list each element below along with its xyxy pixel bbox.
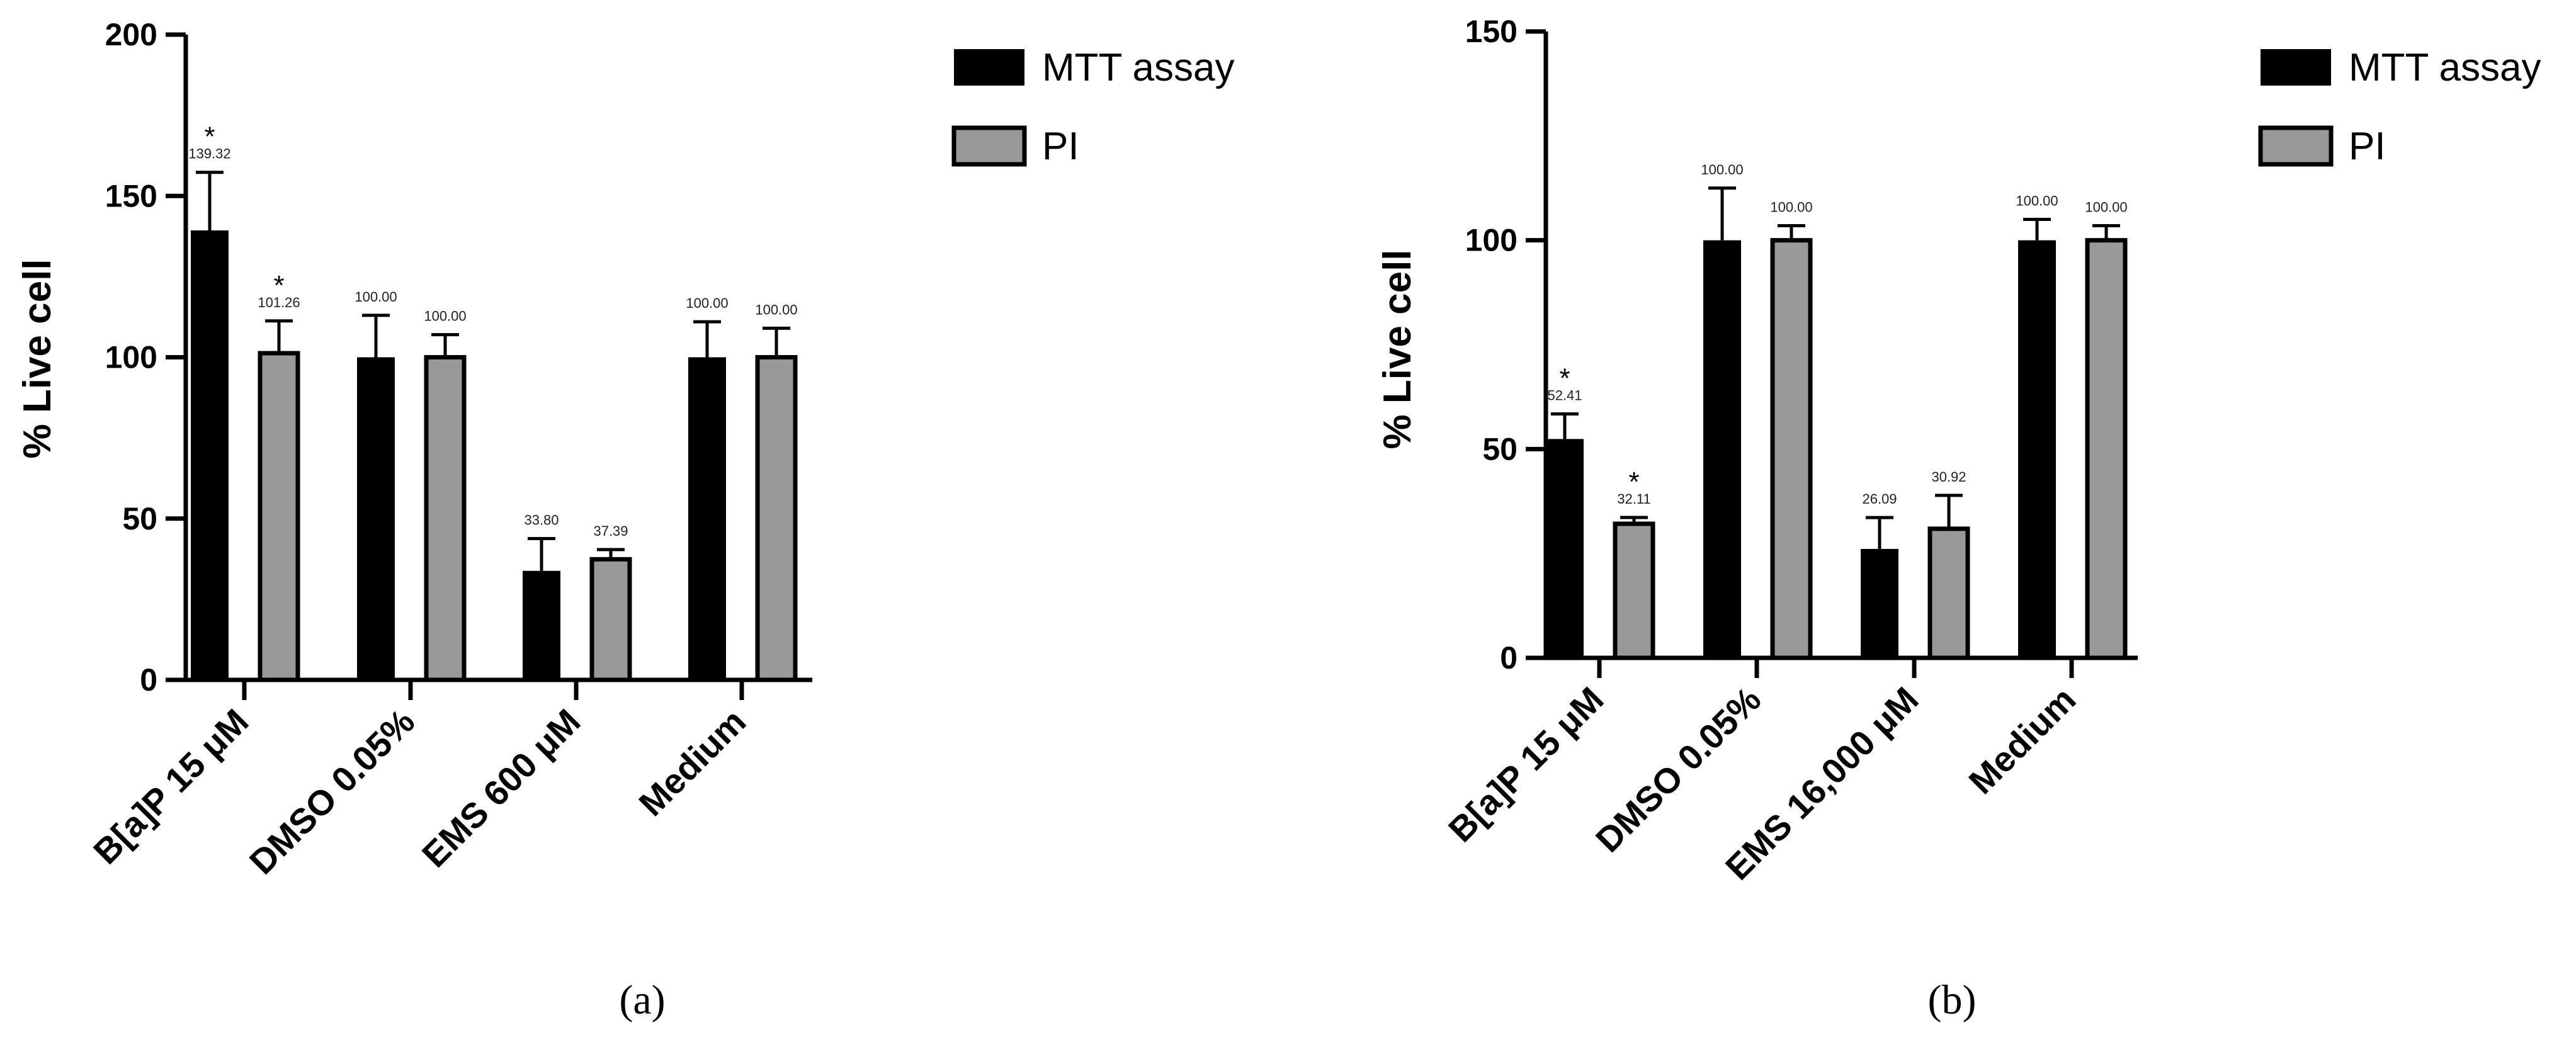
bar-pi	[258, 351, 300, 682]
bar-mtt	[1861, 548, 1898, 658]
data-label: 26.09	[1862, 491, 1897, 507]
data-label: 100.00	[1770, 199, 1812, 215]
y-tick-label: 50	[1482, 431, 1518, 466]
significance-marker: *	[1559, 363, 1570, 394]
category-label: DMSO 0.05%	[242, 701, 423, 882]
data-label: 100.00	[355, 289, 397, 305]
y-tick-label: 100	[1465, 223, 1518, 258]
data-label: 100.00	[2085, 199, 2127, 215]
category-label: B[a]P 15 μM	[86, 701, 256, 872]
bar-mtt	[357, 357, 395, 680]
data-label: 100.00	[2016, 193, 2058, 209]
category-label: Medium	[631, 701, 753, 823]
data-label: 100.00	[686, 295, 728, 311]
y-tick-label: 50	[122, 501, 157, 536]
significance-marker: *	[1628, 466, 1639, 497]
legend-label: PI	[1042, 125, 1079, 168]
significance-marker: *	[273, 270, 284, 301]
bar-pi	[1770, 238, 1813, 660]
data-label: 100.00	[1701, 162, 1743, 178]
legend-label: PI	[2349, 125, 2386, 168]
y-tick-label: 200	[105, 17, 157, 52]
data-label: 100.00	[755, 302, 797, 317]
legend-swatch-pi	[2258, 125, 2334, 167]
category-label: B[a]P 15 μM	[1441, 679, 1611, 850]
bar-mtt	[688, 357, 726, 680]
y-tick-label: 0	[140, 662, 157, 698]
bar-mtt	[1546, 439, 1584, 658]
legend-swatch-pi	[951, 125, 1027, 167]
data-label: 139.32	[188, 146, 230, 162]
panel-label: (b)	[1928, 977, 1977, 1023]
bar-mtt	[523, 570, 560, 680]
bar-mtt	[1703, 240, 1741, 658]
bar-pi	[1613, 521, 1655, 660]
category-label: DMSO 0.05%	[1588, 679, 1769, 860]
y-tick-label: 100	[105, 340, 157, 375]
y-tick-label: 150	[1465, 14, 1518, 49]
legend-swatch-mtt	[954, 49, 1024, 86]
significance-marker: *	[204, 122, 215, 152]
y-tick-label: 0	[1500, 640, 1518, 675]
data-label: 33.80	[524, 512, 559, 528]
bar-pi	[424, 355, 467, 682]
bar-pi	[2085, 238, 2128, 660]
bar-pi	[755, 355, 798, 682]
y-axis-label: % Live cell	[1376, 249, 1419, 449]
legend-label: MTT assay	[1042, 46, 1234, 89]
y-axis-label: % Live cell	[16, 259, 59, 458]
y-tick-label: 150	[105, 178, 157, 213]
bar-mtt	[191, 230, 229, 680]
category-label: Medium	[1961, 679, 2083, 801]
panel-label: (a)	[619, 977, 665, 1023]
data-label: 100.00	[424, 308, 466, 324]
data-label: 30.92	[1931, 469, 1966, 485]
category-label: EMS 600 μM	[414, 701, 588, 875]
data-label: 101.26	[258, 295, 300, 310]
legend-label: MTT assay	[2349, 46, 2541, 89]
data-label: 52.41	[1547, 388, 1582, 404]
legend-swatch-mtt	[2261, 49, 2331, 86]
bar-pi	[589, 557, 632, 682]
data-label: 37.39	[593, 523, 628, 539]
data-label: 32.11	[1617, 491, 1650, 507]
bar-mtt	[2018, 240, 2056, 658]
bar-pi	[1927, 526, 1970, 660]
